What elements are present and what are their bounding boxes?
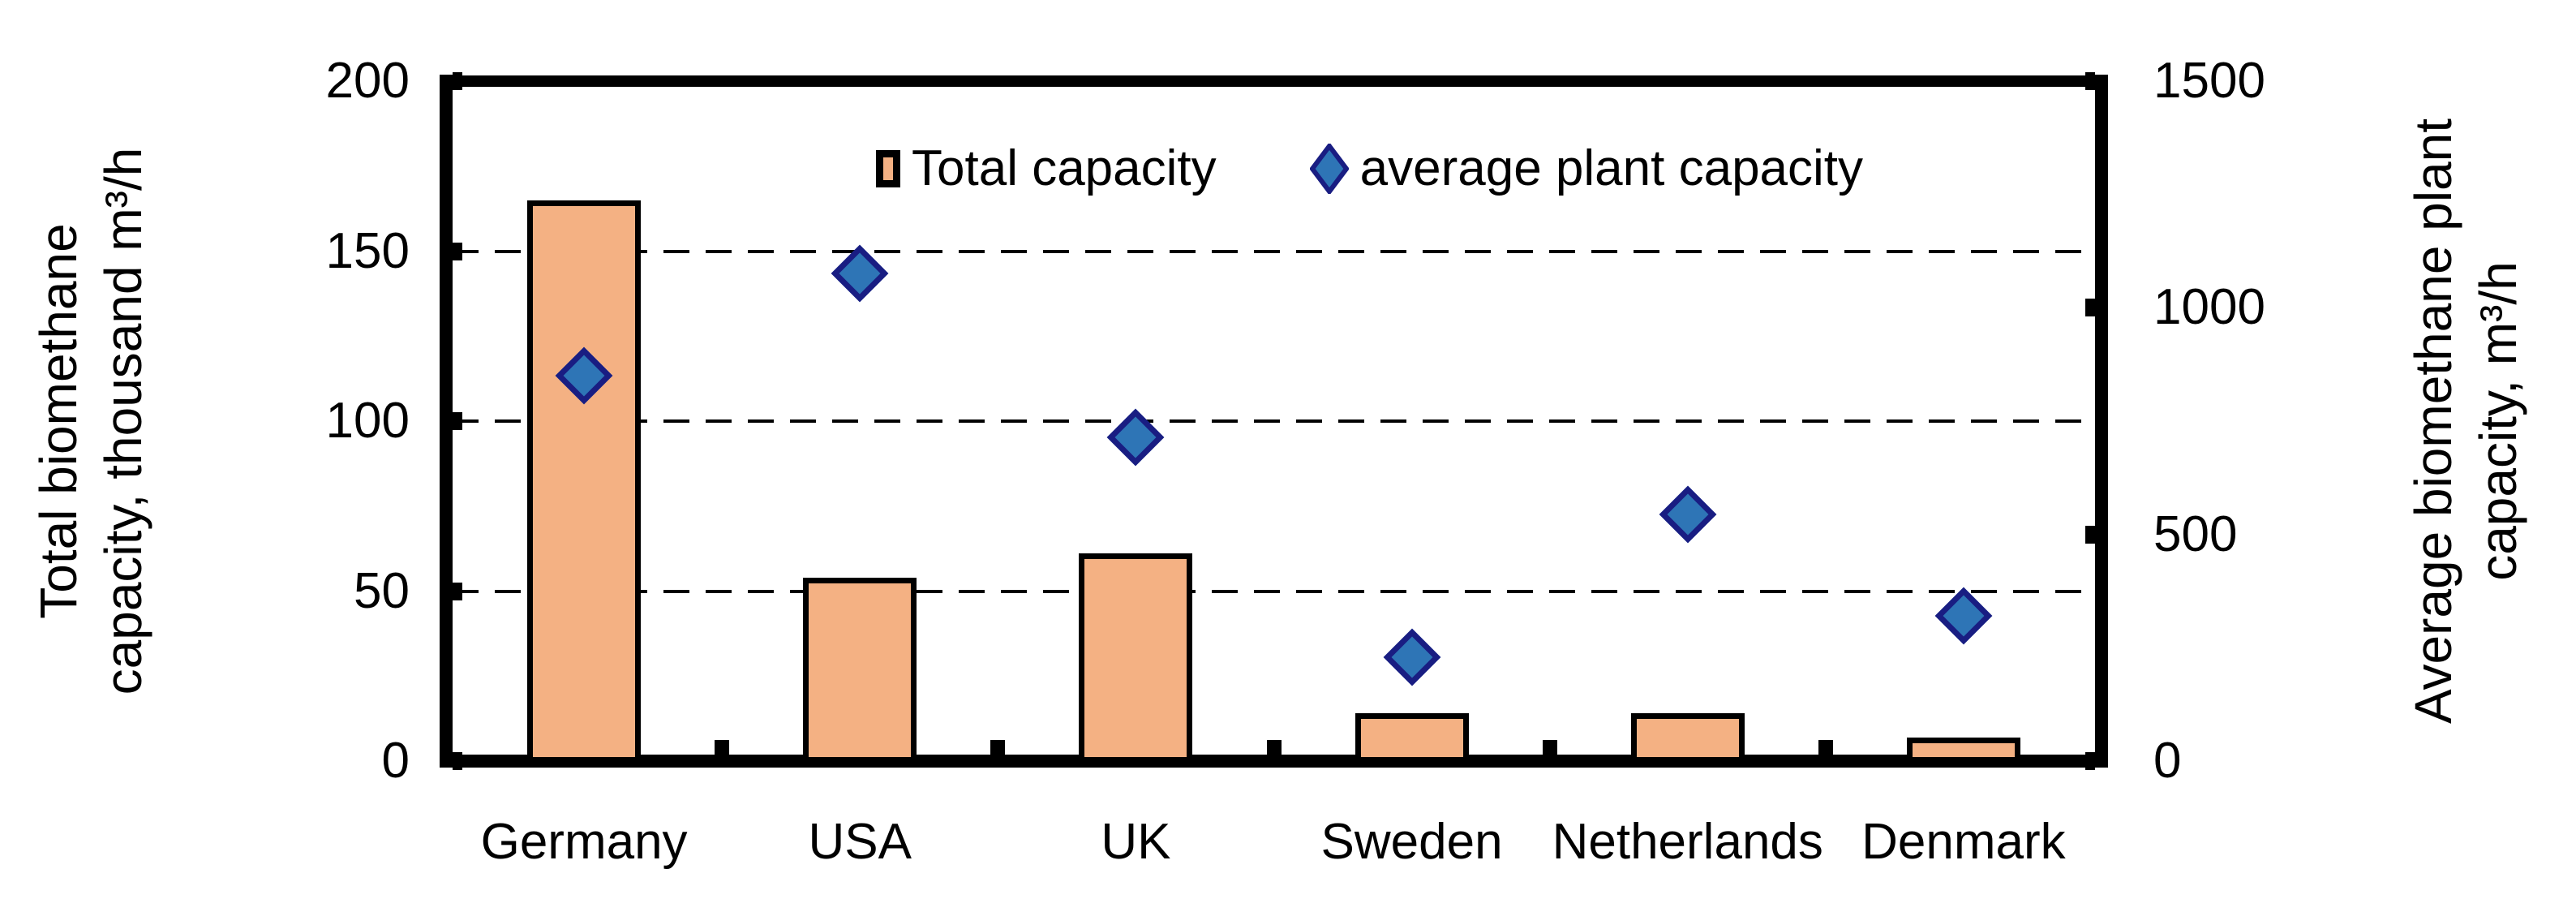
point-denmark — [1934, 587, 1993, 645]
left-axis-tick-label-0: 0 — [381, 733, 410, 789]
right-axis-tick-1000 — [2085, 299, 2095, 317]
left-axis-tick-0 — [453, 752, 462, 770]
right-axis-tick-label-1000: 1000 — [2153, 279, 2265, 336]
point-netherlands — [1659, 485, 1717, 543]
x-axis-label-usa: USA — [808, 814, 912, 870]
legend-label-total-capacity: Total capacity — [912, 140, 1217, 196]
x-axis-label-sweden: Sweden — [1320, 814, 1503, 870]
right-axis-tick-0 — [2085, 752, 2095, 770]
bar-sweden — [1355, 713, 1469, 763]
legend: Total capacity average plant capacity — [876, 138, 1863, 200]
bar-netherlands — [1630, 713, 1745, 763]
legend-label-average-plant-capacity: average plant capacity — [1359, 140, 1864, 196]
left-axis-tick-150 — [453, 242, 462, 260]
left-axis-tick-label-50: 50 — [354, 562, 410, 619]
left-axis-tick-100 — [453, 412, 462, 430]
diamond-icon — [1309, 144, 1349, 194]
bar-uk — [1079, 553, 1193, 763]
x-axis-label-netherlands: Netherlands — [1552, 814, 1823, 870]
left-axis-tick-label-200: 200 — [325, 53, 410, 109]
right-axis-line — [2095, 75, 2108, 768]
right-axis-tick-label-500: 500 — [2153, 505, 2238, 562]
right-axis-tick-1500 — [2085, 72, 2095, 90]
x-axis-tick-1 — [715, 740, 730, 755]
legend-item-total-capacity: Total capacity — [876, 138, 1217, 200]
bar-usa — [803, 577, 917, 763]
gridline-100 — [453, 419, 2095, 423]
right-axis-tick-label-0: 0 — [2153, 733, 2182, 789]
gridline-150 — [453, 249, 2095, 253]
bar-square-icon — [876, 150, 900, 187]
left-axis-tick-200 — [453, 72, 462, 90]
x-axis-label-uk: UK — [1101, 814, 1171, 870]
right-axis-tick-500 — [2085, 525, 2095, 544]
left-axis-tick-50 — [453, 582, 462, 600]
x-axis-label-germany: Germany — [480, 814, 688, 870]
left-axis-tick-label-100: 100 — [325, 393, 410, 449]
x-axis-label-denmark: Denmark — [1861, 814, 2066, 870]
point-sweden — [1383, 628, 1440, 686]
legend-item-average-plant-capacity: average plant capacity — [1309, 138, 1864, 200]
left-axis-tick-label-150: 150 — [325, 222, 410, 279]
point-usa — [831, 245, 889, 303]
right-axis-tick-label-1500: 1500 — [2153, 53, 2265, 109]
gridline-50 — [453, 589, 2095, 593]
bar-denmark — [1906, 737, 2020, 763]
point-uk — [1107, 408, 1165, 466]
plot-top-border — [440, 75, 2108, 87]
x-axis-tick-2 — [990, 740, 1006, 755]
x-axis-tick-3 — [1266, 740, 1282, 755]
x-axis-tick-4 — [1542, 740, 1557, 755]
bar-germany — [527, 200, 642, 763]
x-axis-tick-5 — [1818, 740, 1833, 755]
left-axis-line — [440, 75, 453, 768]
